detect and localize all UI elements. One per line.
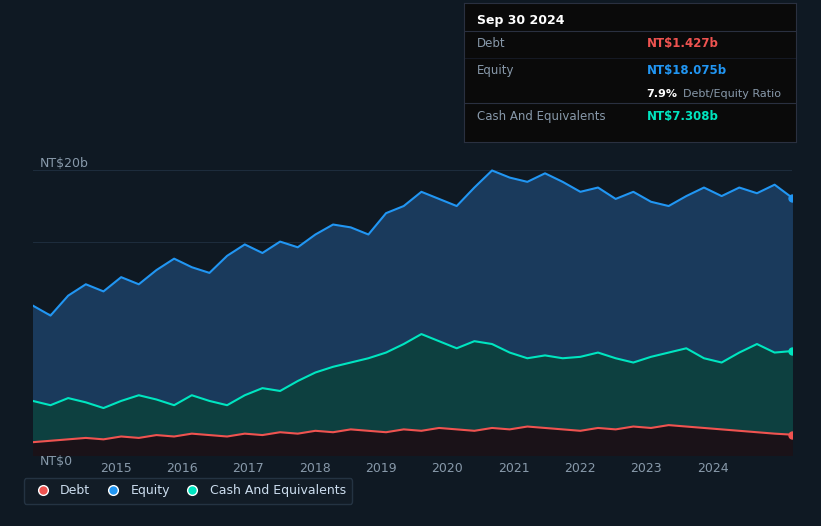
Text: 7.9%: 7.9% bbox=[647, 89, 678, 99]
Text: NT$1.427b: NT$1.427b bbox=[647, 37, 718, 50]
Text: Cash And Equivalents: Cash And Equivalents bbox=[477, 110, 606, 123]
Text: NT$7.308b: NT$7.308b bbox=[647, 110, 718, 123]
Legend: Debt, Equity, Cash And Equivalents: Debt, Equity, Cash And Equivalents bbox=[24, 478, 352, 503]
Text: NT$18.075b: NT$18.075b bbox=[647, 64, 727, 77]
Text: NT$0: NT$0 bbox=[39, 455, 72, 468]
Text: Equity: Equity bbox=[477, 64, 515, 77]
Text: Sep 30 2024: Sep 30 2024 bbox=[477, 14, 565, 27]
Text: Debt/Equity Ratio: Debt/Equity Ratio bbox=[683, 89, 782, 99]
Text: NT$20b: NT$20b bbox=[39, 157, 89, 170]
Text: Debt: Debt bbox=[477, 37, 506, 50]
